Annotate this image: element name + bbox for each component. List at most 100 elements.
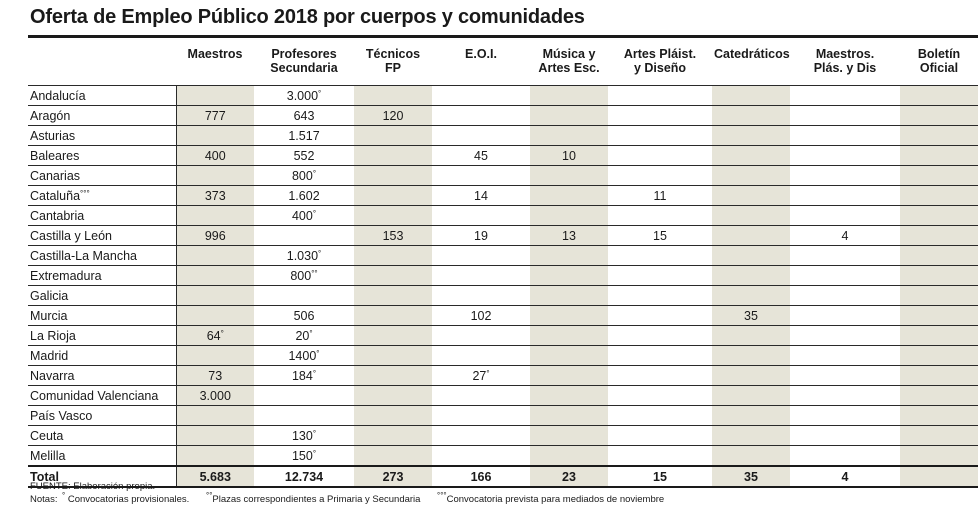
cell-value	[900, 465, 978, 488]
cell-value	[712, 265, 790, 286]
cell-value	[790, 405, 900, 426]
cell-value: 35	[712, 305, 790, 326]
data-table: Maestros Profesores Secundaria Técnicos FP…	[28, 41, 978, 488]
cell-value	[712, 225, 790, 246]
table-row: La Rioja 64° 20°	[28, 325, 978, 346]
cell-value	[354, 245, 432, 266]
cell-value	[432, 265, 530, 286]
cell-value	[432, 285, 530, 306]
cell-value	[176, 285, 254, 306]
cell-value	[900, 85, 978, 106]
cell-value	[900, 145, 978, 166]
table-row: Galicia	[28, 285, 978, 306]
cell-value	[900, 405, 978, 426]
cell-value: 996	[176, 225, 254, 246]
table-row: Melilla 150°	[28, 445, 978, 466]
cell-value	[354, 165, 432, 186]
cell-value: 777	[176, 105, 254, 126]
cell-value	[530, 85, 608, 106]
cell-value	[900, 225, 978, 246]
cell-value	[432, 385, 530, 406]
table-row: Madrid 1400°	[28, 345, 978, 366]
cell-value	[354, 125, 432, 146]
cell-value	[176, 305, 254, 326]
cell-value	[530, 365, 608, 386]
cell-value	[790, 265, 900, 286]
cell-value: 20°	[254, 325, 354, 346]
cell-value	[254, 405, 354, 426]
cell-value	[790, 185, 900, 206]
table-row: Murcia 506 102 35	[28, 305, 978, 326]
header-row: Maestros Profesores Secundaria Técnicos FP…	[28, 41, 978, 86]
table-row: Ceuta 130°	[28, 425, 978, 446]
note-primaria-secundaria: °°Plazas correspondientes a Primaria y S…	[206, 491, 421, 506]
table-row: Navarra 73 184° 27°	[28, 365, 978, 386]
cell-value: 552	[254, 145, 354, 166]
cell-value	[432, 445, 530, 466]
cell-value	[712, 405, 790, 426]
cell-value	[176, 245, 254, 266]
region-name: Ceuta	[28, 425, 177, 446]
cell-value	[432, 405, 530, 426]
source-note: FUENTE: Elaboración propia.	[30, 481, 156, 492]
cell-value	[712, 425, 790, 446]
column-header-7: Catedráticos	[714, 47, 790, 61]
cell-value	[900, 165, 978, 186]
cell-value	[608, 265, 712, 286]
cell-value	[790, 125, 900, 146]
cell-value	[790, 325, 900, 346]
cell-value	[900, 385, 978, 406]
cell-value	[354, 185, 432, 206]
cell-value	[790, 425, 900, 446]
cell-value: 373	[176, 185, 254, 206]
cell-value	[530, 305, 608, 326]
cell-value: 400°	[254, 205, 354, 226]
cell-value	[354, 265, 432, 286]
table-row: Asturias 1.517	[28, 125, 978, 146]
region-name: Navarra	[28, 365, 177, 386]
cell-value	[608, 425, 712, 446]
cell-value	[354, 85, 432, 106]
cell-value	[432, 425, 530, 446]
table-row: Cataluña°°° 373 1.602 14 11	[28, 185, 978, 206]
cell-value	[712, 85, 790, 106]
cell-value	[790, 245, 900, 266]
cell-value: 166	[432, 465, 530, 488]
cell-value: 11	[608, 185, 712, 206]
cell-value	[530, 405, 608, 426]
region-name: Castilla-La Mancha	[28, 245, 177, 266]
region-name: Madrid	[28, 345, 177, 366]
cell-value	[900, 305, 978, 326]
cell-value	[900, 285, 978, 306]
column-header-8: Maestros. Plás. y Dis	[813, 47, 877, 75]
cell-value	[176, 405, 254, 426]
cell-value	[790, 305, 900, 326]
cell-value	[530, 265, 608, 286]
cell-value	[790, 345, 900, 366]
table-row: Comunidad Valenciana 3.000	[28, 385, 978, 406]
cell-value: 15	[608, 465, 712, 488]
cell-value	[608, 365, 712, 386]
cell-value	[530, 325, 608, 346]
cell-value	[354, 365, 432, 386]
cell-value	[608, 145, 712, 166]
cell-value: 4	[790, 225, 900, 246]
cell-value: 120	[354, 105, 432, 126]
cell-value	[432, 105, 530, 126]
notes-label: Notas:	[30, 494, 58, 505]
cell-value	[712, 145, 790, 166]
cell-value	[900, 185, 978, 206]
cell-value	[530, 245, 608, 266]
cell-value: 400	[176, 145, 254, 166]
column-header-5: Música y Artes Esc.	[538, 47, 600, 75]
cell-value: 153	[354, 225, 432, 246]
cell-value	[712, 445, 790, 466]
cell-value	[176, 205, 254, 226]
cell-value: 506	[254, 305, 354, 326]
cell-value	[354, 205, 432, 226]
region-name: Comunidad Valenciana	[28, 385, 177, 406]
cell-value	[354, 405, 432, 426]
cell-value	[712, 285, 790, 306]
cell-value: 64°	[176, 325, 254, 346]
region-name: Asturias	[28, 125, 177, 146]
